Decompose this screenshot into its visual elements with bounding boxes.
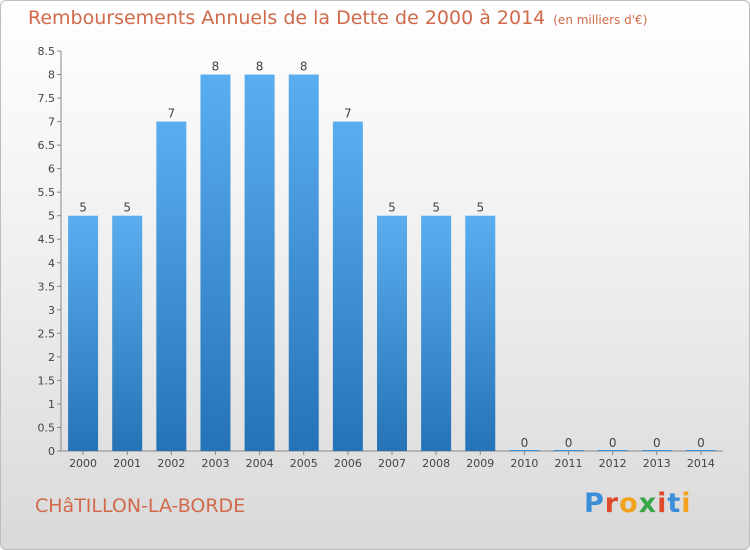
bar <box>377 215 407 451</box>
bar <box>68 215 99 451</box>
x-tick-label: 2002 <box>157 457 185 470</box>
y-tick-label: 6 <box>48 163 55 176</box>
logo-letter: x <box>638 488 658 519</box>
data-label: 8 <box>212 60 220 74</box>
data-label: 8 <box>300 60 308 74</box>
logo-letter: o <box>619 488 639 519</box>
data-label: 0 <box>653 436 661 450</box>
y-tick-label: 0.5 <box>38 421 56 434</box>
data-label: 7 <box>344 107 352 121</box>
chart-title: Remboursements Annuels de la Dette de 20… <box>28 7 647 29</box>
x-tick-label: 2011 <box>555 457 583 470</box>
bar <box>244 74 275 451</box>
chart-unit: (en milliers d'€) <box>553 13 648 27</box>
data-label: 5 <box>123 201 131 215</box>
x-tick-label: 2008 <box>422 457 450 470</box>
data-label: 5 <box>476 201 484 215</box>
data-label: 0 <box>565 436 573 450</box>
bar <box>465 215 496 451</box>
y-tick-label: 3.5 <box>38 280 56 293</box>
y-tick-label: 8.5 <box>38 45 56 58</box>
bar <box>288 74 319 451</box>
x-tick-label: 2009 <box>466 457 494 470</box>
logo-letter: r <box>604 488 620 519</box>
logo-letter: i <box>657 488 668 519</box>
data-label: 8 <box>256 60 264 74</box>
logo-letter: i <box>681 488 692 519</box>
x-tick-label: 2003 <box>201 457 229 470</box>
y-tick-label: 6.5 <box>38 139 56 152</box>
x-tick-label: 2000 <box>69 457 97 470</box>
y-tick-label: 5 <box>48 210 55 223</box>
y-tick-label: 1 <box>48 398 55 411</box>
data-label: 0 <box>609 436 617 450</box>
y-tick-label: 3 <box>48 304 55 317</box>
data-label: 0 <box>521 436 529 450</box>
x-tick-label: 2004 <box>246 457 274 470</box>
y-tick-label: 0 <box>48 445 55 458</box>
x-tick-label: 2001 <box>113 457 141 470</box>
logo-letter: t <box>667 488 682 519</box>
y-tick-label: 5.5 <box>38 186 56 199</box>
y-tick-label: 2 <box>48 351 55 364</box>
data-label: 0 <box>697 436 705 450</box>
y-tick-label: 7.5 <box>38 92 56 105</box>
y-tick-label: 2.5 <box>38 327 56 340</box>
x-tick-label: 2012 <box>599 457 627 470</box>
bar <box>112 215 143 451</box>
x-tick-label: 2006 <box>334 457 362 470</box>
bar <box>421 215 452 451</box>
x-tick-label: 2014 <box>687 457 715 470</box>
y-tick-label: 1.5 <box>38 374 56 387</box>
bar <box>200 74 231 451</box>
logo-letter: P <box>584 488 605 519</box>
proxiti-logo: Proxiti <box>584 488 692 519</box>
data-label: 5 <box>432 201 440 215</box>
bar <box>332 121 363 452</box>
x-tick-label: 2005 <box>290 457 318 470</box>
bar <box>156 121 187 452</box>
x-tick-label: 2007 <box>378 457 406 470</box>
y-tick-label: 4.5 <box>38 233 56 246</box>
y-tick-label: 4 <box>48 257 55 270</box>
y-tick-label: 7 <box>48 116 55 129</box>
data-label: 5 <box>388 201 396 215</box>
data-label: 5 <box>79 201 87 215</box>
chart-title-text: Remboursements Annuels de la Dette de 20… <box>28 7 546 29</box>
x-tick-label: 2013 <box>643 457 671 470</box>
y-tick-label: 8 <box>48 69 55 82</box>
commune-name: CHâTILLON-LA-BORDE <box>35 495 246 517</box>
x-tick-label: 2010 <box>510 457 538 470</box>
data-label: 7 <box>168 107 176 121</box>
